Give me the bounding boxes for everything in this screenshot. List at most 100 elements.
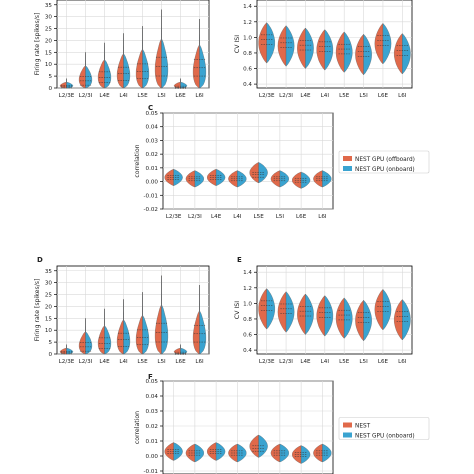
- x-tick-label: L6I: [398, 359, 407, 365]
- x-tick-label: L5E: [137, 93, 148, 99]
- y-tick-label: 0.6: [243, 67, 252, 73]
- x-tick-label: L2/3I: [279, 359, 293, 365]
- x-tick-label: L6E: [175, 359, 186, 365]
- y-tick-label: 35: [45, 269, 53, 275]
- x-tick-label: L5E: [254, 214, 265, 220]
- violin-half-7: [402, 299, 411, 341]
- x-tick-label: L6E: [378, 93, 389, 99]
- y-axis-label: correlation: [134, 144, 141, 177]
- panel-letter: D: [37, 256, 43, 264]
- x-tick-label: L4E: [99, 359, 110, 365]
- x-tick-label: L2/3E: [59, 359, 75, 365]
- violin-half-2: [104, 308, 112, 355]
- x-tick-label: L2/3E: [59, 93, 75, 99]
- x-tick-label: L2/3E: [259, 93, 275, 99]
- x-tick-label: L6E: [296, 214, 307, 220]
- violin-half-4: [142, 26, 150, 89]
- x-tick-label: L4I: [119, 359, 128, 365]
- violin-half-3: [324, 29, 334, 71]
- x-tick-label: L5I: [359, 359, 368, 365]
- y-tick-label: 0.05: [146, 111, 159, 117]
- violin-half-4: [142, 292, 150, 355]
- x-tick-label: L4I: [321, 93, 330, 99]
- x-tick-label: L4E: [300, 93, 311, 99]
- y-tick-label: 10: [45, 62, 53, 68]
- violin-half-2: [305, 293, 314, 335]
- violin-half-1: [85, 52, 93, 89]
- chart-panel-d: 0 5 10 15 20 25 30 35 L2/3E L2/3I L4E L4I L5E L5I L6E L…: [34, 256, 210, 365]
- y-tick-label: 1.0: [243, 35, 252, 41]
- y-tick-label: 0: [48, 352, 52, 358]
- violin-half-2: [104, 42, 112, 89]
- y-tick-label: 0.02: [146, 152, 158, 158]
- x-tick-label: L6E: [378, 359, 389, 365]
- y-tick-label: 15: [45, 316, 53, 322]
- y-tick-label: 0.00: [146, 180, 159, 186]
- y-tick-label: 0.4: [243, 82, 252, 88]
- violin-half-1: [85, 318, 93, 355]
- violin-half-5: [355, 33, 364, 75]
- y-tick-label: 1.4: [243, 4, 252, 10]
- x-tick-label: L2/3I: [279, 93, 293, 99]
- legend-entry: NEST GPU (offboard): [355, 157, 415, 163]
- plot-frame: [56, 265, 210, 355]
- y-tick-label: 0.02: [146, 424, 158, 430]
- violin-half-4: [335, 297, 345, 339]
- x-tick-label: L2/3E: [166, 214, 182, 220]
- violin-half-6: [382, 289, 392, 331]
- violin-half-6: [374, 289, 384, 331]
- y-tick-label: 20: [45, 304, 53, 310]
- violin-half-3: [228, 443, 238, 463]
- panel-letter: C: [148, 104, 153, 112]
- violin-half-0: [164, 442, 174, 461]
- violin-half-2: [305, 27, 314, 69]
- violin-half-5: [161, 9, 169, 89]
- y-tick-label: 0.03: [146, 409, 159, 415]
- chart-panel-b: 0.4 0.6 0.8 1.0 1.2 1.4 L2/3E L2/3I L4E L4I L5E L5I…: [234, 0, 413, 99]
- y-tick-label: 0.01: [146, 439, 159, 445]
- violin-half-3: [123, 299, 131, 355]
- x-tick-label: L2/3I: [79, 93, 93, 99]
- legend: NEST NEST GPU (onboard): [338, 417, 430, 440]
- legend-swatch: [343, 166, 352, 171]
- violin-half-4: [335, 31, 345, 73]
- violin-half-1: [185, 170, 196, 188]
- x-tick-label: L4E: [99, 93, 110, 99]
- violin-half-6: [180, 344, 188, 355]
- violin-half-7: [394, 299, 403, 341]
- legend-swatch: [343, 432, 352, 438]
- violin-half-4: [344, 31, 353, 73]
- violin-half-3: [316, 295, 325, 337]
- x-tick-label: L2/3E: [259, 359, 275, 365]
- x-tick-label: L4I: [119, 93, 128, 99]
- y-axis-label: CV ISI: [234, 35, 241, 53]
- x-tick-label: L6I: [398, 93, 407, 99]
- violin-half-3: [123, 33, 131, 89]
- violin-half-4: [258, 434, 268, 458]
- y-tick-label: 35: [45, 3, 53, 9]
- violin-half-6: [292, 445, 302, 464]
- violin-half-3: [324, 295, 334, 337]
- legend-box: [338, 150, 430, 174]
- x-tick-label: L4E: [300, 359, 311, 365]
- x-tick-label: L2/3I: [188, 214, 202, 220]
- violin-half-0: [258, 22, 267, 64]
- violin-half-4: [258, 161, 268, 184]
- y-tick-label: 0.4: [243, 348, 252, 354]
- violin-half-0: [266, 22, 275, 64]
- violin-half-2: [207, 442, 217, 461]
- plot-frame: [162, 380, 334, 474]
- legend-entry: NEST GPU (onboard): [355, 434, 415, 440]
- violin-half-5: [270, 170, 281, 188]
- y-tick-label: 25: [45, 27, 53, 33]
- legend-box: [338, 417, 430, 440]
- y-tick-label: 0.05: [146, 379, 159, 385]
- violin-half-6: [382, 23, 392, 65]
- y-tick-label: 0.04: [146, 125, 159, 131]
- violin-half-1: [277, 25, 287, 67]
- violin-half-0: [266, 288, 275, 330]
- legend-entry: NEST GPU (onboard): [355, 167, 415, 173]
- violin-half-1: [285, 291, 295, 333]
- x-tick-label: L4I: [321, 359, 330, 365]
- x-tick-label: L2/3I: [79, 359, 93, 365]
